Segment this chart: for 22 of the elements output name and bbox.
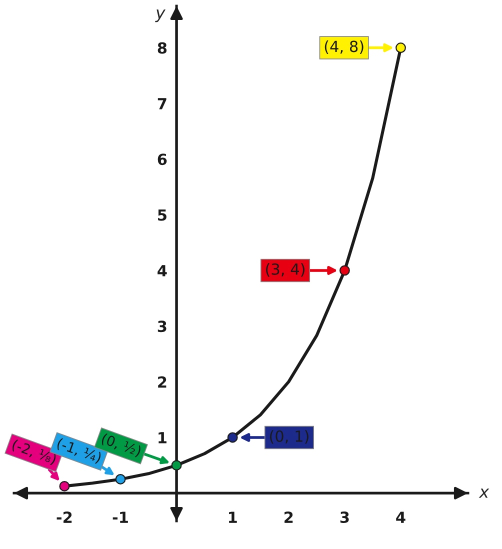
- x-tick-label: 4: [396, 512, 406, 523]
- y-tick-label: 6: [158, 154, 167, 166]
- annotation: (0, 1): [270, 430, 308, 444]
- y-tick-label: 4: [158, 265, 167, 276]
- annotation: (4, 8): [324, 40, 364, 54]
- y-tick-label: 5: [158, 209, 166, 221]
- x-tick-label: 2: [284, 511, 293, 523]
- x-tick-label: 3: [340, 511, 349, 524]
- annotation: (3, 4): [266, 263, 304, 277]
- y-tick-label: 3: [158, 320, 166, 332]
- annotation: (-1, ¼): [56, 438, 102, 464]
- x-tick-label: -2: [56, 511, 72, 523]
- x-tick-label: -1: [112, 512, 128, 523]
- y-tick-label: 8: [158, 42, 167, 54]
- y-tick-label: 7: [158, 98, 166, 110]
- y-axis-title: y: [155, 10, 166, 22]
- x-tick-label: 1: [229, 512, 237, 523]
- annotation: (-2, ⅛): [11, 438, 58, 466]
- y-tick-label: 2: [158, 376, 166, 388]
- annotation: (0, ½): [100, 432, 142, 458]
- x-axis-title: x: [478, 488, 490, 498]
- y-tick-label: 1: [158, 432, 166, 444]
